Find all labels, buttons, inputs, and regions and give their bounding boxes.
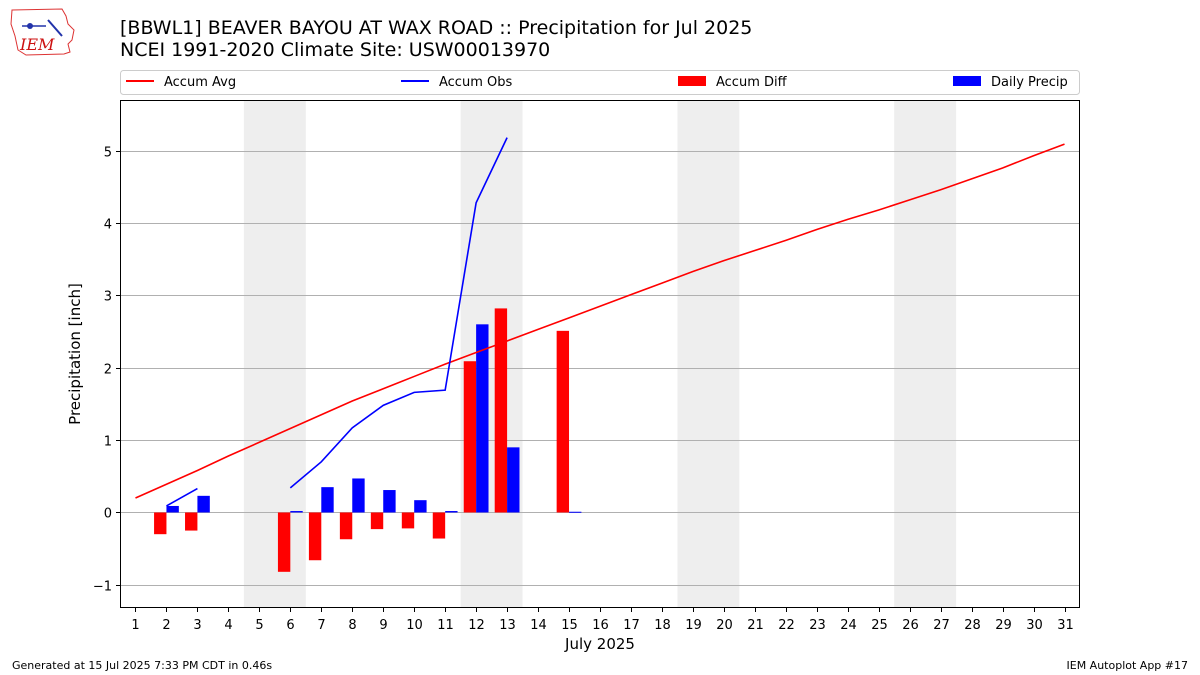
chart-title: [BBWL1] BEAVER BAYOU AT WAX ROAD :: Prec… (120, 17, 753, 39)
x-tick-label: 4 (224, 618, 232, 633)
legend-label: Daily Precip (991, 75, 1068, 90)
chart-subtitle: NCEI 1991-2020 Climate Site: USW00013970 (120, 39, 551, 61)
x-axis-label: July 2025 (564, 635, 635, 653)
weather-vane-icon (47, 19, 63, 37)
accum-diff-bar (556, 330, 570, 513)
x-tick-label: 17 (623, 618, 640, 633)
y-tick-label: −1 (93, 580, 112, 595)
accum-diff-bar (370, 512, 384, 530)
accum-diff-bar (308, 512, 322, 561)
x-tick-label: 6 (286, 618, 294, 633)
x-tick-label: 5 (255, 618, 263, 633)
y-axis-label: Precipitation [inch] (66, 283, 84, 425)
legend-label: Accum Obs (439, 75, 512, 90)
iowa-outline-shape (10, 8, 75, 56)
legend-swatch (678, 76, 706, 86)
x-tick-label: 8 (348, 618, 356, 633)
legend-swatch (953, 76, 981, 86)
y-tick-label: 5 (104, 146, 112, 161)
x-tick-label: 12 (468, 618, 485, 633)
legend-box (120, 70, 1080, 95)
accum-avg-line (135, 143, 1065, 499)
x-tick-label: 19 (685, 618, 702, 633)
accum-diff-bar (185, 512, 198, 531)
accum-diff-bar (154, 512, 167, 535)
daily-precip-bar (166, 505, 179, 513)
x-tick-label: 24 (840, 618, 857, 633)
x-tick-label: 23 (809, 618, 826, 633)
daily-precip-bar (476, 324, 489, 513)
legend-label: Accum Diff (716, 75, 788, 90)
x-tick-label: 31 (1057, 618, 1074, 633)
daily-precip-bar (383, 490, 396, 513)
x-tick-label: 15 (561, 618, 578, 633)
x-tick-label: 21 (747, 618, 764, 633)
y-tick-label: 4 (104, 218, 112, 233)
daily-precip-bar (507, 447, 520, 513)
x-tick-label: 29 (995, 618, 1012, 633)
x-tick-label: 11 (437, 618, 454, 633)
x-tick-label: 7 (317, 618, 325, 633)
accum-diff-bar (463, 361, 477, 513)
weekend-shade (243, 100, 306, 608)
x-tick-label: 9 (379, 618, 387, 633)
x-tick-label: 28 (964, 618, 981, 633)
weekend-shade (677, 100, 740, 608)
accum-diff-bar (432, 512, 446, 539)
x-tick-label: 30 (1026, 618, 1043, 633)
accum-obs-line (289, 137, 508, 489)
legend: Accum Avg Accum Obs Accum Diff Daily Precip (120, 70, 1080, 95)
weekend-shade (460, 100, 523, 608)
plot-frame (120, 100, 1080, 608)
y-tick-label: 2 (104, 363, 112, 378)
x-tick-label: 18 (654, 618, 671, 633)
daily-precip-bar (321, 487, 334, 513)
x-tick-label: 1 (131, 618, 139, 633)
daily-precip-bar (352, 478, 365, 513)
x-tick-label: 27 (933, 618, 950, 633)
x-tick-label: 10 (406, 618, 423, 633)
daily-precip-bar (414, 500, 427, 513)
daily-precip-bar (197, 495, 210, 513)
accum-diff-bar (494, 308, 508, 513)
app-label: IEM Autoplot App #17 (1066, 659, 1189, 672)
accum-diff-bar (277, 512, 291, 572)
y-tick-label: 1 (104, 435, 112, 450)
x-tick-label: 13 (499, 618, 516, 633)
iem-logo: IEM (10, 8, 75, 56)
accum-diff-bar (339, 512, 353, 540)
accum-diff-bar (401, 512, 415, 529)
x-tick-label: 26 (902, 618, 919, 633)
generated-timestamp: Generated at 15 Jul 2025 7:33 PM CDT in … (12, 659, 273, 672)
x-tick-label: 22 (778, 618, 795, 633)
accum-obs-line (166, 487, 198, 507)
weekend-shade (894, 100, 957, 608)
y-tick-label: 0 (104, 507, 112, 522)
y-tick-label: 3 (104, 290, 112, 305)
x-tick-label: 20 (716, 618, 733, 633)
daily-precip-bar (569, 511, 582, 513)
x-tick-label: 16 (592, 618, 609, 633)
daily-precip-bar (445, 511, 458, 513)
x-tick-label: 14 (530, 618, 547, 633)
logo-text: IEM (19, 35, 55, 54)
daily-precip-bar (290, 511, 303, 513)
x-tick-label: 25 (871, 618, 888, 633)
legend-label: Accum Avg (164, 75, 236, 90)
x-tick-label: 2 (162, 618, 170, 633)
x-tick-label: 3 (193, 618, 201, 633)
